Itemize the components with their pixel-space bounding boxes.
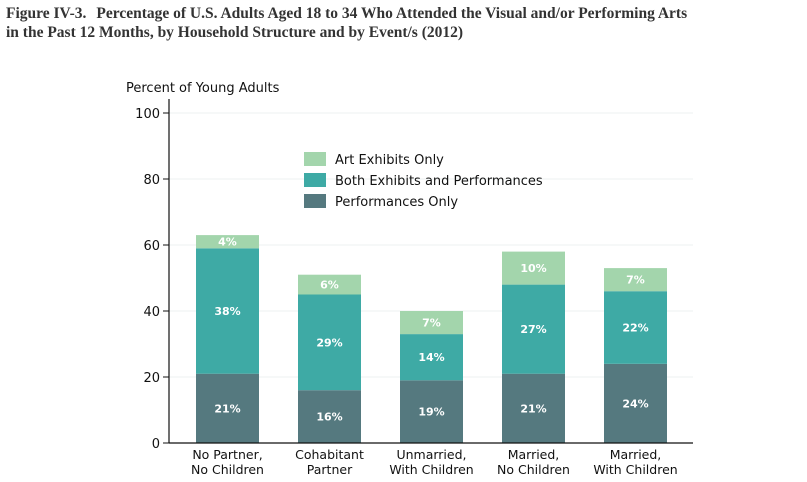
bar-segment: [196, 373, 259, 443]
x-tick-label: Partner: [307, 462, 353, 477]
bar-segment: [400, 311, 463, 335]
bar-segment: [502, 284, 565, 374]
legend-label: Art Exhibits Only: [335, 153, 444, 168]
x-tick-label: No Children: [497, 462, 570, 477]
x-tick-label: No Partner,: [192, 447, 262, 462]
bar-segment: [400, 334, 463, 381]
x-tick-label: With Children: [389, 462, 473, 477]
x-tick-label: No Children: [191, 462, 264, 477]
data-label: 27%: [520, 323, 546, 336]
y-tick-label: 100: [135, 107, 160, 122]
axes: 0 20 40 60 80 100: [135, 99, 693, 452]
data-label: 4%: [218, 236, 237, 249]
data-label: 29%: [316, 336, 342, 349]
x-tick-label: Married,: [508, 447, 560, 462]
data-label: 22%: [622, 322, 648, 335]
y-tick-label: 40: [143, 305, 160, 320]
data-label: 14%: [418, 351, 444, 364]
data-label: 21%: [520, 402, 546, 415]
bar-segment: [502, 251, 565, 285]
data-label: 24%: [622, 397, 648, 410]
legend-label: Performances Only: [335, 195, 458, 210]
legend-swatch: [304, 194, 326, 208]
legend-swatch: [304, 173, 326, 187]
y-tick-label: 60: [143, 239, 160, 254]
figure-title-line2: in the Past 12 Months, by Household Stru…: [6, 24, 464, 41]
data-label: 7%: [422, 317, 441, 330]
y-axis-label: Percent of Young Adults: [126, 81, 280, 96]
data-label: 38%: [214, 305, 240, 318]
bars: [196, 235, 667, 443]
bar-segment: [298, 294, 361, 391]
legend-swatch: [304, 152, 326, 166]
x-axis-categories: No Partner,No ChildrenCohabitantPartnerU…: [191, 447, 678, 477]
bar-segment: [196, 248, 259, 374]
y-tick-label: 20: [143, 371, 160, 386]
bar-segment: [502, 373, 565, 443]
y-tick-label: 80: [143, 173, 160, 188]
figure-title: Figure IV-3. Percentage of U.S. Adults Ag…: [6, 4, 806, 42]
legend: Art Exhibits Only Both Exhibits and Perfo…: [304, 152, 543, 210]
bar-segment: [196, 235, 259, 249]
bar-segment: [400, 380, 463, 443]
figure-title-line1: Percentage of U.S. Adults Aged 18 to 34 …: [96, 5, 688, 22]
data-label: 21%: [214, 402, 240, 415]
bar-segment: [604, 363, 667, 443]
x-tick-label: Married,: [610, 447, 662, 462]
bar-segment: [604, 268, 667, 292]
legend-label: Both Exhibits and Performances: [335, 174, 543, 189]
bar-segment: [298, 274, 361, 295]
data-label: 10%: [520, 262, 546, 275]
y-tick-label: 0: [152, 437, 160, 452]
data-label: 7%: [626, 274, 645, 287]
data-label: 19%: [418, 406, 444, 419]
bar-segment: [604, 291, 667, 364]
figure-number: Figure IV-3.: [6, 5, 87, 22]
x-tick-label: Unmarried,: [396, 447, 466, 462]
data-label: 16%: [316, 411, 342, 424]
x-tick-label: With Children: [593, 462, 677, 477]
data-label: 6%: [320, 279, 339, 292]
data-labels: 21% 38% 4% 16% 29% 6% 19% 14% 7% 21% 27% 10% 24% 22% 7…: [214, 236, 648, 424]
bar-segment: [298, 390, 361, 443]
x-tick-label: Cohabitant: [295, 447, 364, 462]
